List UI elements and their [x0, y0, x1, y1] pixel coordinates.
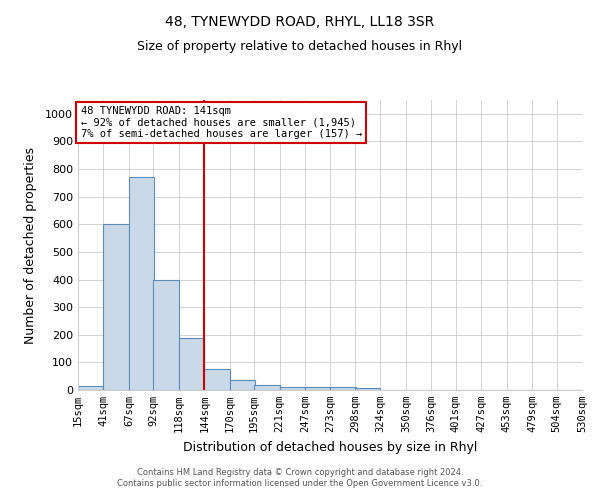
- Text: 48 TYNEWYDD ROAD: 141sqm
← 92% of detached houses are smaller (1,945)
7% of semi: 48 TYNEWYDD ROAD: 141sqm ← 92% of detach…: [80, 106, 362, 139]
- Bar: [305, 386, 331, 390]
- Bar: [78, 386, 103, 390]
- Text: Contains HM Land Registry data © Crown copyright and database right 2024.
Contai: Contains HM Land Registry data © Crown c…: [118, 468, 482, 487]
- Bar: [103, 224, 129, 390]
- X-axis label: Distribution of detached houses by size in Rhyl: Distribution of detached houses by size …: [183, 440, 477, 454]
- Text: Size of property relative to detached houses in Rhyl: Size of property relative to detached ho…: [137, 40, 463, 53]
- Bar: [179, 338, 204, 390]
- Y-axis label: Number of detached properties: Number of detached properties: [24, 146, 37, 344]
- Bar: [355, 388, 380, 390]
- Bar: [154, 280, 179, 390]
- Bar: [204, 370, 230, 390]
- Bar: [280, 386, 305, 390]
- Bar: [230, 380, 255, 390]
- Bar: [331, 387, 356, 390]
- Text: 48, TYNEWYDD ROAD, RHYL, LL18 3SR: 48, TYNEWYDD ROAD, RHYL, LL18 3SR: [166, 15, 434, 29]
- Bar: [254, 385, 280, 390]
- Bar: [129, 178, 154, 390]
